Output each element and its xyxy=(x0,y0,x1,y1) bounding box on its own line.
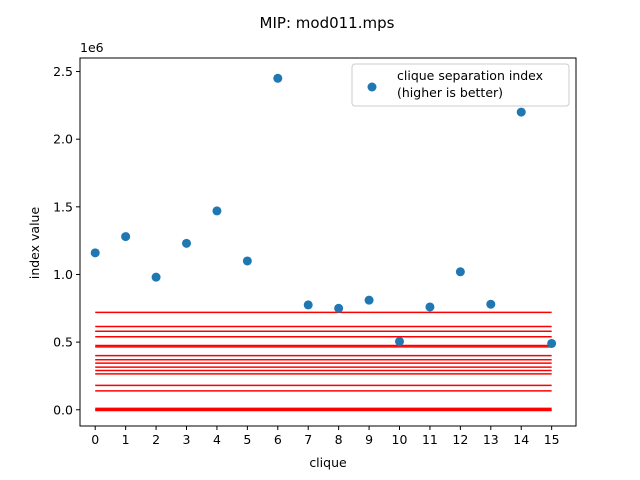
data-point-0-6 xyxy=(273,73,283,83)
data-point-0-1 xyxy=(121,232,131,242)
axes-frame xyxy=(79,57,577,427)
chart-title: MIP: mod011.mps xyxy=(260,14,395,32)
x-tick-label-9: 9 xyxy=(365,432,373,447)
y-axis-label: index value xyxy=(27,207,42,280)
data-point-0-10 xyxy=(395,336,405,346)
data-point-0-3 xyxy=(182,238,192,248)
y-tick-label-0: 0.0 xyxy=(53,402,73,417)
y-tick-label-1: 0.5 xyxy=(53,335,73,350)
legend-frame xyxy=(351,63,570,107)
data-point-0-2 xyxy=(151,272,161,282)
x-tick-label-6: 6 xyxy=(274,432,282,447)
x-tick-label-14: 14 xyxy=(513,432,529,447)
legend-label-line-2: (higher is better) xyxy=(397,85,503,100)
data-point-0-13 xyxy=(486,299,496,309)
x-tick-label-8: 8 xyxy=(335,432,343,447)
data-point-0-12 xyxy=(455,267,465,277)
data-point-0-8 xyxy=(334,303,344,313)
plot-area xyxy=(90,73,557,412)
x-tick-label-12: 12 xyxy=(452,432,468,447)
data-point-0-0 xyxy=(90,248,100,258)
data-point-0-9 xyxy=(364,295,374,305)
y-tick-label-4: 2.0 xyxy=(53,132,73,147)
legend-marker xyxy=(367,82,377,92)
x-tick-label-4: 4 xyxy=(213,432,221,447)
data-point-0-7 xyxy=(303,300,313,310)
data-point-0-11 xyxy=(425,302,435,312)
axes: 0 1 2 3 4 5 6 7 8 9 10 11 12 13 14 150.00.51.01.52.02.5 xyxy=(53,57,577,447)
y-offset-text: 1e6 xyxy=(80,40,104,55)
x-tick-label-10: 10 xyxy=(392,432,408,447)
x-tick-label-3: 3 xyxy=(183,432,191,447)
y-tick-label-2: 1.0 xyxy=(53,267,73,282)
x-tick-label-15: 15 xyxy=(544,432,560,447)
y-tick-label-3: 1.5 xyxy=(53,199,73,214)
data-point-0-14 xyxy=(516,107,526,117)
x-tick-label-5: 5 xyxy=(243,432,251,447)
legend-label-line-1: clique separation index xyxy=(397,68,543,83)
x-tick-label-7: 7 xyxy=(304,432,312,447)
x-axis-label: clique xyxy=(309,455,347,470)
x-tick-label-2: 2 xyxy=(152,432,160,447)
x-tick-label-1: 1 xyxy=(122,432,130,447)
data-point-0-15 xyxy=(547,338,557,348)
x-tick-label-0: 0 xyxy=(91,432,99,447)
y-tick-label-5: 2.5 xyxy=(53,64,73,79)
x-tick-label-11: 11 xyxy=(422,432,438,447)
data-point-0-4 xyxy=(212,206,222,216)
x-tick-label-13: 13 xyxy=(483,432,499,447)
legend: clique separation index (higher is bette… xyxy=(351,63,570,107)
data-point-0-5 xyxy=(242,256,252,266)
